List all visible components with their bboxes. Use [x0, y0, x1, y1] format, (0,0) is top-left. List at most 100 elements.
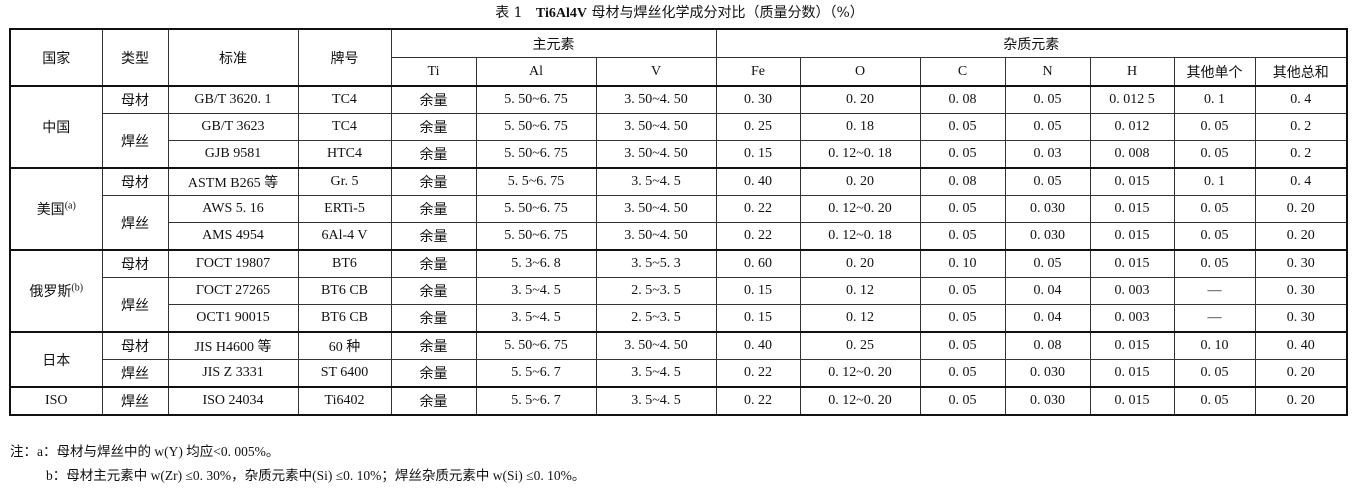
data-cell: 0. 05 — [919, 386, 1006, 416]
table-row: 日本 母材 JIS H4600 等 60 种余量 5. 50~6. 75 3. 50~4.… — [9, 331, 1348, 388]
data-cell: 5. 50~6. 75 — [475, 195, 597, 223]
data-cell: 0. 05 — [919, 304, 1006, 333]
data-cell: 余量 — [390, 85, 477, 114]
table-row: 焊丝 GB/T 3623 TC4 余量 5. 50~6. 75 3. 50~4. 50 0.… — [10, 113, 1348, 169]
note-b: b：母材主元素中 w(Zr) ≤0. 30%，杂质元素中(Si) ≤0. 10%… — [46, 468, 586, 483]
data-cell: 0. 40 — [715, 167, 801, 196]
header-element: V — [595, 57, 717, 87]
data-cell: 0. 20 — [1254, 359, 1348, 388]
data-cell: 0. 1 — [1173, 167, 1256, 196]
data-cell: 5. 5~6. 7 — [475, 386, 597, 416]
data-cell: 0. 20 — [799, 167, 921, 196]
data-cell: — — [1173, 277, 1256, 305]
header-grade: 牌号 — [297, 28, 392, 87]
data-cell: 5. 50~6. 75 — [475, 85, 597, 114]
data-cell: 0. 05 — [919, 359, 1006, 388]
data-cell: 余量 — [390, 167, 477, 196]
data-cell: 0. 05 — [1173, 195, 1256, 223]
data-cell: 0. 05 — [919, 331, 1006, 360]
data-cell: 0. 015 — [1089, 359, 1175, 388]
type-cell: 焊丝 — [101, 277, 169, 333]
data-cell: 0. 003 — [1089, 277, 1175, 305]
data-cell: 余量 — [390, 140, 477, 169]
data-cell: 3. 5~5. 3 — [595, 249, 717, 278]
data-cell: TC4 — [297, 85, 392, 114]
data-cell: 0. 05 — [1173, 386, 1256, 416]
data-cell: 0. 015 — [1089, 195, 1175, 223]
data-cell: 0. 030 — [1004, 359, 1091, 388]
table-row: 中国 母材 GB/T 3620. 1 TC4 余量 5. 50~6. 75 3. 50~4.… — [9, 85, 1348, 169]
data-cell: 0. 05 — [919, 222, 1006, 251]
data-cell: 0. 015 — [1089, 386, 1175, 416]
type-cell: 母材 — [101, 167, 169, 196]
data-cell: ASTM B265 等 — [167, 167, 299, 196]
data-cell: 0. 12~0. 20 — [799, 386, 921, 416]
country-name: 日本 — [42, 353, 71, 369]
header-element: Ti — [390, 57, 477, 87]
data-cell: 5. 50~6. 75 — [475, 140, 597, 169]
data-cell: ISO 24034 — [167, 386, 299, 416]
data-cell: 0. 030 — [1004, 195, 1091, 223]
data-cell: 0. 18 — [799, 113, 921, 141]
data-cell: 0. 2 — [1254, 113, 1348, 141]
header-element: Fe — [715, 57, 801, 87]
data-cell: 0. 15 — [715, 304, 801, 333]
data-cell: 0. 003 — [1089, 304, 1175, 333]
country-cell: 中国 — [9, 85, 103, 169]
type-cell: 焊丝 — [101, 195, 169, 251]
composition-table: 国家 类型 标准 牌号 主元素 杂质元素 Ti Al V Fe O C N H 其他单个 其他总和… — [9, 28, 1349, 416]
data-cell: HTC4 — [297, 140, 392, 169]
data-cell: 0. 4 — [1254, 85, 1348, 114]
data-cell: 0. 2 — [1254, 140, 1348, 169]
data-cell: OCT1 90015 — [167, 304, 299, 333]
data-cell: 3. 50~4. 50 — [595, 331, 717, 360]
data-cell: 2. 5~3. 5 — [595, 304, 717, 333]
header-element: N — [1004, 57, 1091, 87]
data-cell: 3. 50~4. 50 — [595, 85, 717, 114]
data-cell: 0. 40 — [715, 331, 801, 360]
data-cell: 0. 22 — [715, 222, 801, 251]
table-row: ISO 焊丝 ISO 24034 Ti6402 余量 5. 5~6. 7 3. 5~4. 5… — [9, 386, 1348, 416]
type-cell: 焊丝 — [101, 386, 169, 416]
data-cell: 0. 012 — [1089, 113, 1175, 141]
data-cell: BT6 CB — [297, 277, 392, 305]
data-cell: JIS Z 3331 — [167, 359, 299, 388]
header-main-elements: 主元素 — [390, 28, 717, 58]
table-row: OCT1 90015 BT6 CB 余量 3. 5~4. 5 2. 5~3. 5 0. 1… — [10, 304, 1348, 333]
data-cell: 0. 015 — [1089, 167, 1175, 196]
data-cell: ERTi-5 — [297, 195, 392, 223]
data-cell: GB/T 3623 — [167, 113, 299, 141]
country-cell: 日本 — [9, 331, 103, 388]
data-cell: 0. 04 — [1004, 304, 1091, 333]
table-row: 焊丝 AWS 5. 16 ERTi-5 余量 5. 50~6. 75 3. 50~4. 5… — [10, 195, 1348, 251]
data-cell: 余量 — [390, 113, 477, 141]
country-name: ISO — [44, 393, 68, 408]
data-cell: BT6 CB — [297, 304, 392, 333]
data-cell: 0. 12~0. 18 — [799, 140, 921, 169]
data-cell: 0. 12 — [799, 304, 921, 333]
data-cell: 0. 012 5 — [1089, 85, 1175, 114]
data-cell: 0. 4 — [1254, 167, 1348, 196]
data-cell: AMS 4954 — [167, 222, 299, 251]
data-cell: 0. 10 — [1173, 331, 1256, 360]
header-impurity-elements: 杂质元素 — [715, 28, 1348, 58]
country-name: 俄罗斯 — [29, 285, 72, 300]
data-cell: BT6 — [297, 249, 392, 278]
table-notes: 注：a：母材与焊丝中的 w(Y) 均应<0. 005%。 b：母材主元素中 w(… — [10, 440, 585, 488]
type-cell: 焊丝 — [101, 359, 169, 388]
data-cell: 0. 40 — [1254, 331, 1348, 360]
header-type: 类型 — [101, 28, 169, 87]
data-cell: 余量 — [390, 386, 477, 416]
data-cell: 0. 30 — [1254, 304, 1348, 333]
data-cell: 0. 05 — [919, 195, 1006, 223]
table-row: GJB 9581 HTC4 余量 5. 50~6. 75 3. 50~4. 50 0. 1… — [10, 140, 1348, 169]
data-cell: 余量 — [390, 249, 477, 278]
table-row: 焊丝 ГOCT 27265 BT6 CB 余量 3. 5~4. 5 2. 5~3. 5 0.… — [10, 277, 1348, 333]
data-cell: 0. 22 — [715, 195, 801, 223]
data-cell: 0. 25 — [799, 331, 921, 360]
data-cell: 0. 20 — [799, 85, 921, 114]
data-cell: 6Al-4 V — [297, 222, 392, 251]
data-cell: TC4 — [297, 113, 392, 141]
header-element: 其他总和 — [1254, 57, 1348, 87]
data-cell: 0. 12 — [799, 277, 921, 305]
